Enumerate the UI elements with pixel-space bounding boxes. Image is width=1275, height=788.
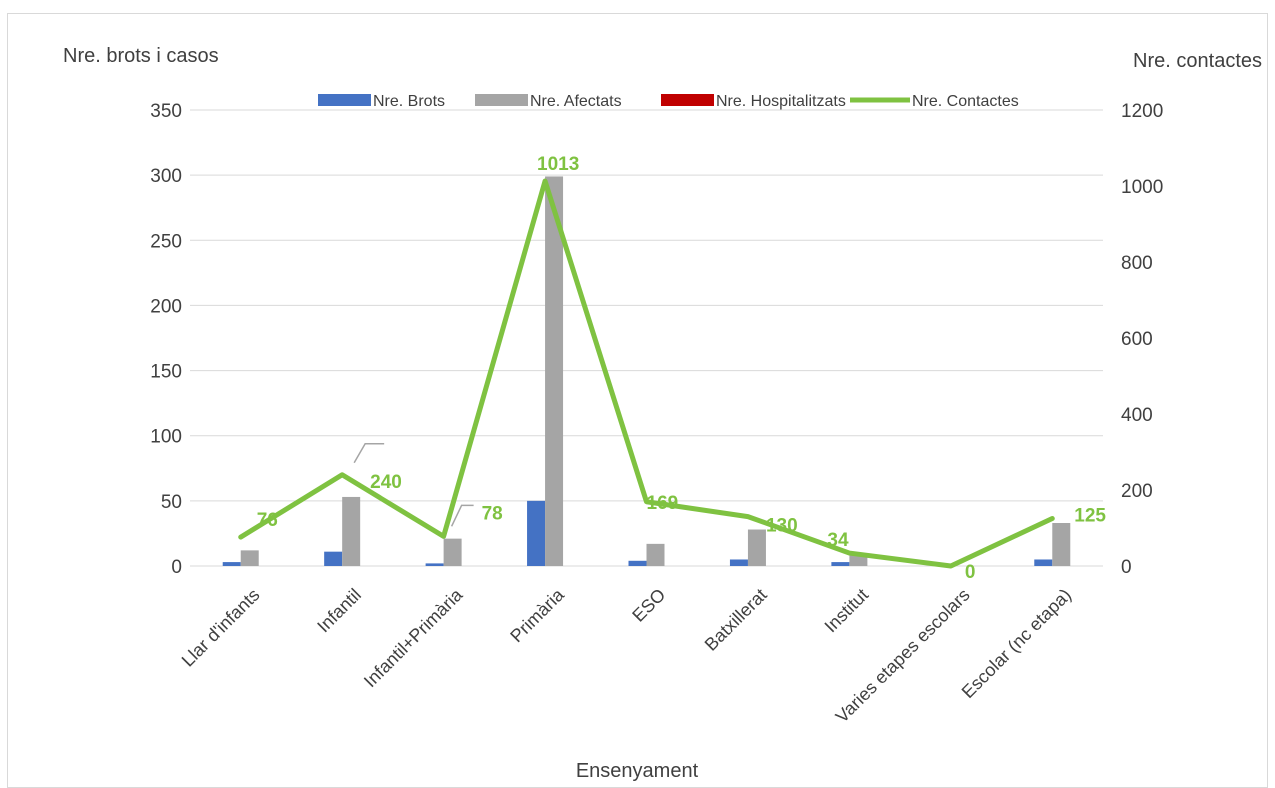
data-label: 1013 xyxy=(537,154,579,175)
data-label: 240 xyxy=(370,472,402,493)
bar-nre-afectats xyxy=(342,496,361,566)
y-tick-left: 0 xyxy=(171,557,182,578)
y-tick-left: 100 xyxy=(150,427,182,448)
y-axis-left-ticks: 0 50 100 150 200 250 300 350 xyxy=(150,101,182,578)
data-label: 34 xyxy=(827,530,849,551)
legend-label: Nre. Contactes xyxy=(912,93,1019,110)
y-tick-left: 50 xyxy=(161,492,182,513)
data-label: 130 xyxy=(766,516,798,537)
x-tick-label: Infantil+Primària xyxy=(360,584,467,691)
x-tick-label: ESO xyxy=(628,585,669,626)
y-tick-right: 400 xyxy=(1121,405,1153,426)
bar-nre-brots xyxy=(222,562,241,566)
line-series xyxy=(238,178,1055,569)
x-axis-title: Ensenyament xyxy=(576,760,699,782)
leader-lines xyxy=(353,443,474,527)
data-label: 125 xyxy=(1074,506,1106,527)
y-tick-right: 0 xyxy=(1121,557,1132,578)
bar-nre-afectats xyxy=(747,529,766,566)
bar-nre-afectats xyxy=(1052,523,1071,566)
y-axis-right-ticks: 0 200 400 600 800 1000 1200 xyxy=(1121,101,1163,578)
bar-nre-brots xyxy=(425,563,444,566)
x-tick-label: Primària xyxy=(506,584,568,646)
legend-swatch xyxy=(475,94,528,106)
legend-swatch xyxy=(661,94,714,106)
chart-frame xyxy=(7,13,1268,788)
x-tick-label: Batxillerat xyxy=(701,585,771,655)
leader-line xyxy=(450,504,474,527)
data-label: 76 xyxy=(257,510,278,531)
bar-nre-afectats xyxy=(443,538,462,566)
legend-label: Nre. Brots xyxy=(373,93,445,110)
x-tick-label: Escolar (nc etapa) xyxy=(958,585,1075,702)
y-tick-right: 200 xyxy=(1121,481,1153,502)
legend-label: Nre. Afectats xyxy=(530,93,622,110)
bar-nre-brots xyxy=(1034,559,1053,566)
bar-nre-afectats xyxy=(646,543,665,566)
leader-line xyxy=(353,443,385,464)
y-tick-right: 1000 xyxy=(1121,177,1163,198)
x-tick-label: Institut xyxy=(821,585,873,637)
y-tick-left: 300 xyxy=(150,166,182,187)
bar-nre-brots xyxy=(729,559,748,566)
bar-series xyxy=(222,176,1071,566)
bar-nre-brots xyxy=(324,551,343,566)
y-tick-left: 150 xyxy=(150,362,182,383)
y-tick-left: 200 xyxy=(150,296,182,317)
y-tick-right: 800 xyxy=(1121,253,1153,274)
y-tick-left: 350 xyxy=(150,101,182,122)
data-label: 0 xyxy=(965,562,976,583)
data-labels: 76 240 78 1013 169 130 34 0 125 xyxy=(257,154,1107,583)
y-axis-left-title: Nre. brots i casos xyxy=(63,45,219,67)
legend-swatch xyxy=(318,94,371,106)
legend: Nre. Brots Nre. Afectats Nre. Hospitalitza… xyxy=(318,93,1019,110)
bar-nre-brots xyxy=(527,500,546,566)
bar-nre-afectats xyxy=(545,176,564,566)
y-axis-right-title: Nre. contactes xyxy=(1133,50,1262,72)
x-tick-label: Llar d'infants xyxy=(178,585,264,671)
data-label: 78 xyxy=(482,503,503,524)
bar-nre-brots xyxy=(831,562,850,566)
y-tick-right: 1200 xyxy=(1121,101,1163,122)
y-tick-right: 600 xyxy=(1121,329,1153,350)
bar-nre-afectats xyxy=(240,550,259,566)
bar-nre-brots xyxy=(628,560,647,566)
x-tick-label: Infantil xyxy=(313,585,365,637)
contacts-line xyxy=(238,178,1055,569)
y-tick-left: 250 xyxy=(150,231,182,252)
data-label: 169 xyxy=(647,493,679,514)
legend-label: Nre. Hospitalitzats xyxy=(716,93,846,110)
bar-nre-afectats xyxy=(849,554,868,566)
